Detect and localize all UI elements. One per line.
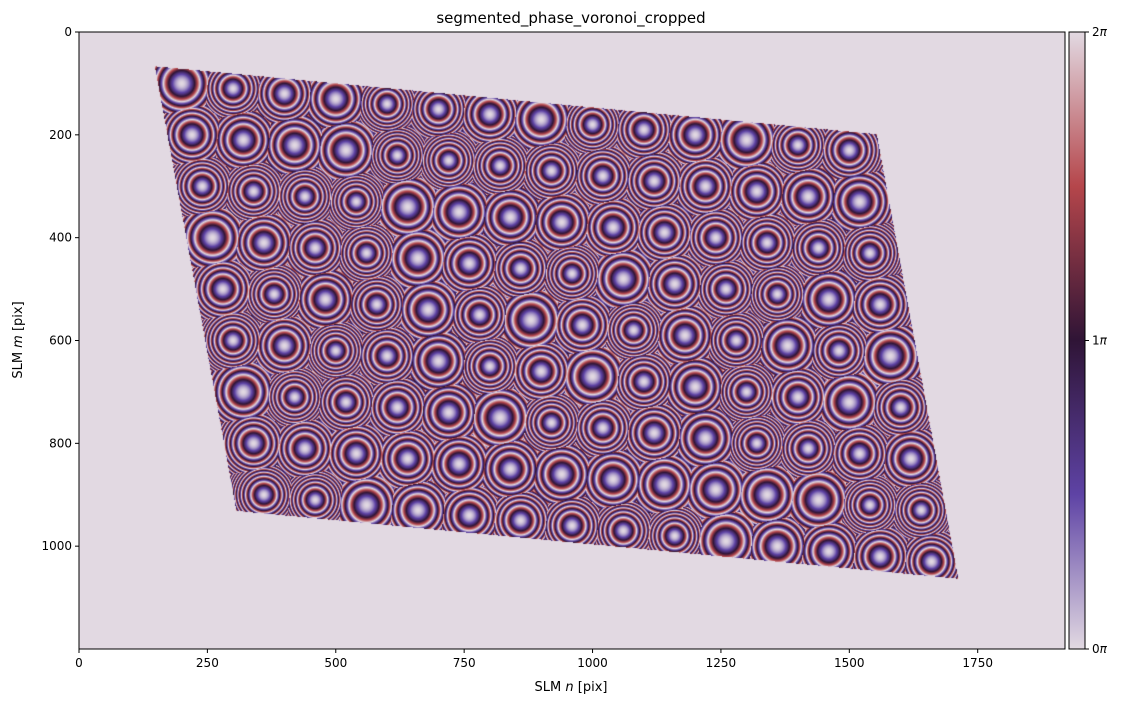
x-tick-label: 0 bbox=[75, 656, 83, 670]
x-tick-label: 250 bbox=[196, 656, 219, 670]
y-tick-label: 800 bbox=[49, 436, 72, 450]
y-axis: 0 200 400 600 800 1000 bbox=[41, 25, 79, 553]
colorbar-tick-label: 0π bbox=[1092, 642, 1108, 656]
colorbar-tick-label: 1π bbox=[1092, 334, 1108, 348]
phase-image bbox=[79, 32, 1065, 649]
colorbar-axis: 0π 1π 2π bbox=[1085, 25, 1108, 656]
y-tick-label: 400 bbox=[49, 231, 72, 245]
x-tick-label: 1750 bbox=[962, 656, 993, 670]
x-tick-label: 500 bbox=[324, 656, 347, 670]
y-axis-label: SLM m [pix] bbox=[11, 301, 26, 378]
chart-title: segmented_phase_voronoi_cropped bbox=[436, 9, 705, 28]
x-tick-label: 1250 bbox=[706, 656, 737, 670]
y-tick-label: 0 bbox=[64, 25, 72, 39]
y-tick-label: 200 bbox=[49, 128, 72, 142]
x-tick-label: 1500 bbox=[834, 656, 865, 670]
y-tick-label: 600 bbox=[49, 334, 72, 348]
x-axis: 0 250 500 750 1000 1250 1500 1750 bbox=[75, 649, 993, 670]
x-axis-label: SLM n [pix] bbox=[535, 680, 608, 695]
x-tick-label: 1000 bbox=[577, 656, 608, 670]
y-tick-label: 1000 bbox=[41, 539, 72, 553]
colorbar-tick-label: 2π bbox=[1092, 25, 1108, 39]
colorbar bbox=[1068, 31, 1086, 650]
x-tick-label: 750 bbox=[453, 656, 476, 670]
